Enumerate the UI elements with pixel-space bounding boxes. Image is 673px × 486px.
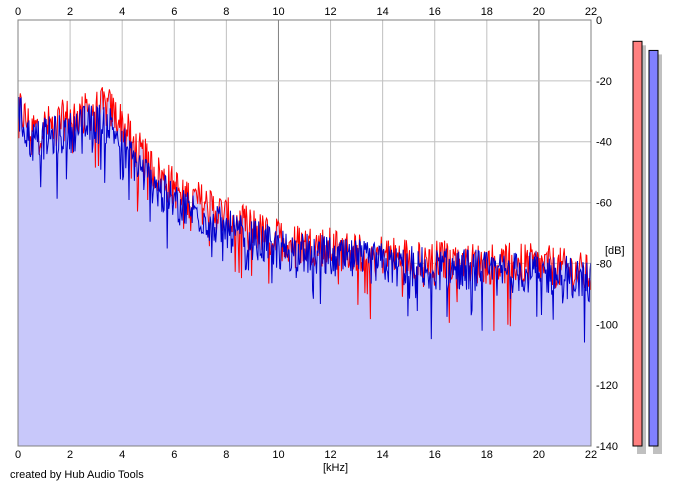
- x-tick-label-top: 16: [429, 6, 441, 18]
- x-tick-label-bottom: 16: [429, 449, 441, 461]
- x-tick-label-bottom: 0: [15, 449, 21, 461]
- level-meters: [632, 40, 662, 455]
- x-tick-label-top: 12: [324, 6, 336, 18]
- x-tick-label-top: 10: [272, 6, 284, 18]
- x-tick-label-top: 6: [171, 6, 177, 18]
- x-tick-labels-bottom: 0 2 4 6 8 10 12 14 16 18 20 22: [15, 449, 597, 461]
- x-tick-label-bottom: 20: [533, 449, 545, 461]
- y-tick-label: 0: [596, 15, 602, 27]
- level-meter-bar: [648, 49, 659, 447]
- x-tick-label-top: 4: [119, 6, 125, 18]
- x-tick-label-top: 8: [223, 6, 229, 18]
- x-tick-label-top: 20: [533, 6, 545, 18]
- y-tick-label: -80: [596, 258, 612, 270]
- y-tick-label: -140: [596, 441, 618, 453]
- x-tick-label-top: 0: [15, 6, 21, 18]
- x-tick-label-top: 22: [585, 6, 597, 18]
- x-tick-label-bottom: 14: [377, 449, 389, 461]
- series-line-blue: [17, 96, 592, 343]
- credit-label: created by Hub Audio Tools: [10, 469, 144, 481]
- x-tick-label-bottom: 8: [223, 449, 229, 461]
- x-axis-label: [kHz]: [323, 462, 348, 474]
- y-tick-label: -120: [596, 380, 618, 392]
- x-tick-label-bottom: 6: [171, 449, 177, 461]
- y-tick-labels: 0 -20 -40 -60 -80 -100 -120 -140: [596, 15, 618, 453]
- y-axis-label: [dB]: [605, 245, 625, 257]
- x-tick-label-top: 18: [481, 6, 493, 18]
- y-tick-label: -40: [596, 137, 612, 149]
- y-tick-label: -100: [596, 319, 618, 331]
- x-tick-label-bottom: 12: [324, 449, 336, 461]
- x-tick-label-bottom: 22: [585, 449, 597, 461]
- plot-frame: [17, 19, 592, 447]
- y-tick-label: -60: [596, 198, 612, 210]
- x-tick-labels-top: 0 2 4 6 8 10 12 14 16 18 20 22: [15, 6, 597, 18]
- level-meter-bar: [632, 40, 643, 447]
- x-tick-label-bottom: 18: [481, 449, 493, 461]
- x-tick-label-bottom: 4: [119, 449, 125, 461]
- x-tick-label-bottom: 10: [272, 449, 284, 461]
- x-tick-label-bottom: 2: [67, 449, 73, 461]
- x-tick-label-top: 14: [377, 6, 389, 18]
- y-tick-label: -20: [596, 76, 612, 88]
- x-tick-label-top: 2: [67, 6, 73, 18]
